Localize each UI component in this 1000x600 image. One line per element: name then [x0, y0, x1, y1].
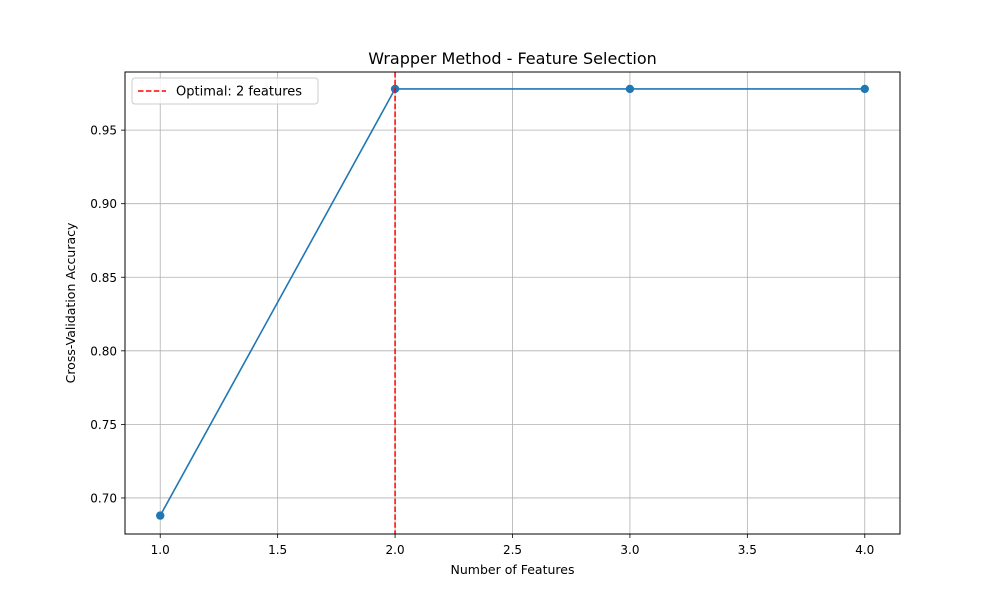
y-axis-ticks: 0.70 0.75 0.80 0.85 0.90 0.95 — [90, 124, 125, 505]
series-layer — [156, 84, 869, 520]
x-tick-label: 3.0 — [620, 543, 639, 557]
data-point — [156, 511, 165, 520]
y-tick-label: 0.70 — [90, 491, 117, 505]
x-axis-ticks: 1.0 1.5 2.0 2.5 3.0 3.5 4.0 — [151, 534, 874, 557]
legend-label-optimal: Optimal: 2 features — [176, 85, 302, 100]
x-tick-label: 2.0 — [386, 543, 405, 557]
legend-box — [131, 77, 319, 105]
chart-title: Wrapper Method - Feature Selection — [368, 49, 657, 68]
x-tick-label: 1.0 — [151, 543, 170, 557]
x-tick-label: 1.5 — [268, 543, 287, 557]
y-axis-label: Cross-Validation Accuracy — [63, 222, 78, 383]
x-tick-label: 3.5 — [738, 543, 757, 557]
legend: Optimal: 2 features — [131, 77, 319, 105]
series-line — [159, 88, 865, 516]
y-tick-label: 0.80 — [90, 344, 117, 358]
y-tick-label: 0.95 — [90, 124, 117, 138]
data-point — [860, 84, 869, 94]
y-tick-label: 0.75 — [90, 418, 117, 432]
x-axis-label: Number of Features — [451, 562, 575, 577]
x-tick-label: 4.0 — [855, 543, 874, 557]
y-tick-label: 0.90 — [90, 197, 117, 211]
y-tick-label: 0.85 — [90, 271, 117, 285]
data-point — [625, 84, 635, 94]
x-tick-label: 2.5 — [503, 543, 522, 557]
